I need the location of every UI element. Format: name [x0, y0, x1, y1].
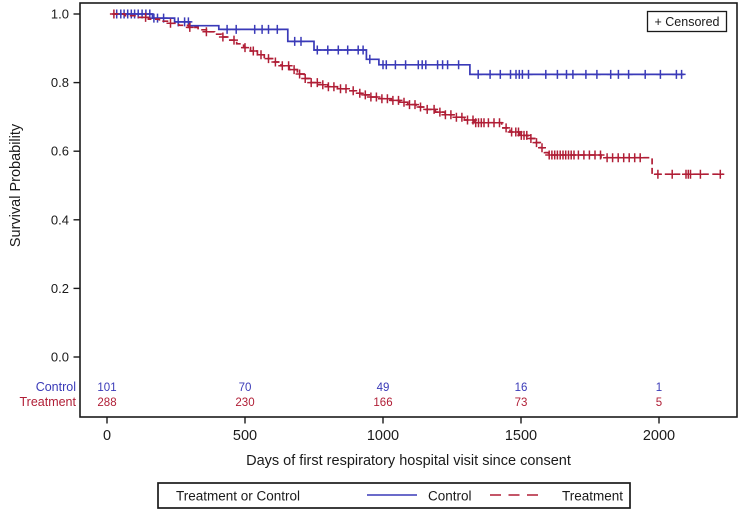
x-axis-title: Days of first respiratory hospital visit…: [246, 453, 571, 469]
at-risk-row-label: Control: [36, 380, 76, 394]
at-risk-count: 70: [239, 382, 252, 394]
x-tick-label: 500: [233, 428, 257, 444]
treatment-censor-marks: [109, 9, 725, 179]
x-tick-label: 1500: [505, 428, 537, 444]
series-legend-title: Treatment or Control: [176, 489, 300, 504]
at-risk-count: 101: [97, 382, 116, 394]
at-risk-count: 230: [235, 397, 254, 409]
at-risk-count: 5: [656, 397, 662, 409]
at-risk-row-label: Treatment: [19, 395, 76, 409]
x-tick-label: 0: [103, 428, 111, 444]
x-tick-label: 2000: [643, 428, 675, 444]
y-tick-label: 0.2: [51, 281, 69, 296]
y-tick-label: 0.4: [51, 212, 69, 227]
plot-frame: [79, 2, 738, 418]
at-risk-count: 16: [515, 382, 528, 394]
y-tick-label: 0.0: [51, 350, 69, 365]
censored-legend-label: + Censored: [655, 15, 720, 29]
y-tick-label: 0.6: [51, 144, 69, 159]
y-tick-label: 1.0: [51, 7, 69, 22]
y-tick-label: 0.8: [51, 75, 69, 90]
at-risk-count: 73: [515, 397, 528, 409]
legend-label-treatment: Treatment: [562, 489, 623, 504]
control-curve: [112, 13, 684, 76]
legend-label-control: Control: [428, 489, 472, 504]
y-axis-title: Survival Probability: [8, 123, 24, 247]
x-tick-label: 1000: [367, 428, 399, 444]
treatment-curve: [112, 13, 723, 176]
at-risk-count: 288: [97, 397, 116, 409]
at-risk-count: 1: [656, 382, 662, 394]
at-risk-count: 166: [373, 397, 392, 409]
control-censor-marks: [112, 9, 686, 79]
at-risk-count: 49: [377, 382, 390, 394]
censored-legend-box: [646, 10, 728, 33]
